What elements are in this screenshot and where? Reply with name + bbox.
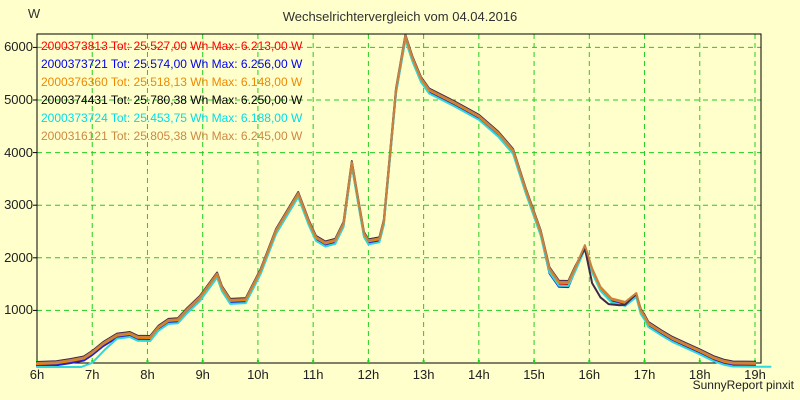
legend: 2000373813 Tot: 25.527,00 Wh Max: 6.213,…	[41, 37, 302, 145]
x-tick-label: 13h	[412, 367, 435, 382]
x-tick-label: 6h	[29, 367, 45, 382]
series-line-2000316121	[36, 34, 756, 364]
watermark-text: SunnyReport pinxit	[692, 378, 794, 392]
legend-entry-2000373724: 2000373724 Tot: 25.453,75 Wh Max: 6.188,…	[41, 111, 303, 125]
chart-title: Wechselrichtervergleich vom 04.04.2016	[282, 9, 518, 24]
x-tick-label: 18h	[688, 367, 711, 382]
x-tick-label: 17h	[633, 367, 656, 382]
legend-entry-2000376360: 2000376360 Tot: 25.518,13 Wh Max: 6.148,…	[41, 75, 303, 89]
y-axis-unit-label: W	[27, 6, 41, 21]
y-tick-label: 1000	[4, 302, 33, 318]
x-tick-label: 7h	[84, 367, 100, 382]
y-tick-label: 6000	[4, 39, 33, 55]
x-tick-label: 9h	[195, 367, 210, 382]
legend-entry-2000373813: 2000373813 Tot: 25.527,00 Wh Max: 6.213,…	[41, 39, 303, 53]
x-tick-label: 10h	[247, 367, 269, 382]
x-tick-label: 19h	[744, 367, 766, 382]
x-tick-label: 14h	[467, 367, 490, 382]
y-tick-label: 2000	[4, 249, 33, 265]
legend-entry-2000316121: 2000316121 Tot: 25.805,38 Wh Max: 6.245,…	[41, 129, 303, 143]
x-tick-label: 11h	[302, 367, 324, 382]
plot-border	[36, 33, 762, 364]
x-tick-label: 8h	[140, 367, 155, 382]
x-tick-label: 15h	[523, 367, 545, 382]
x-tick-label: 16h	[578, 367, 601, 382]
y-tick-label: 4000	[4, 144, 33, 160]
legend-entry-2000373721: 2000373721 Tot: 25.574,00 Wh Max: 6.256,…	[41, 57, 303, 71]
y-tick-label: 5000	[4, 92, 33, 107]
legend-entry-2000374431: 2000374431 Tot: 25.780,38 Wh Max: 6.250,…	[41, 93, 303, 107]
y-tick-label: 3000	[4, 197, 33, 213]
x-tick-label: 12h	[357, 367, 380, 382]
